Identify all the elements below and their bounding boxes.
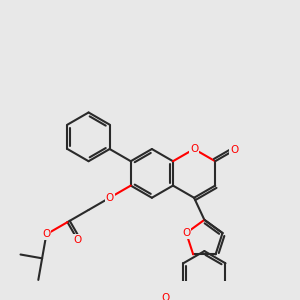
Text: O: O (230, 145, 238, 155)
Text: O: O (74, 235, 82, 245)
Text: O: O (161, 293, 170, 300)
Text: O: O (190, 144, 198, 154)
Text: O: O (42, 229, 50, 239)
Text: O: O (182, 228, 190, 238)
Text: O: O (106, 193, 114, 203)
